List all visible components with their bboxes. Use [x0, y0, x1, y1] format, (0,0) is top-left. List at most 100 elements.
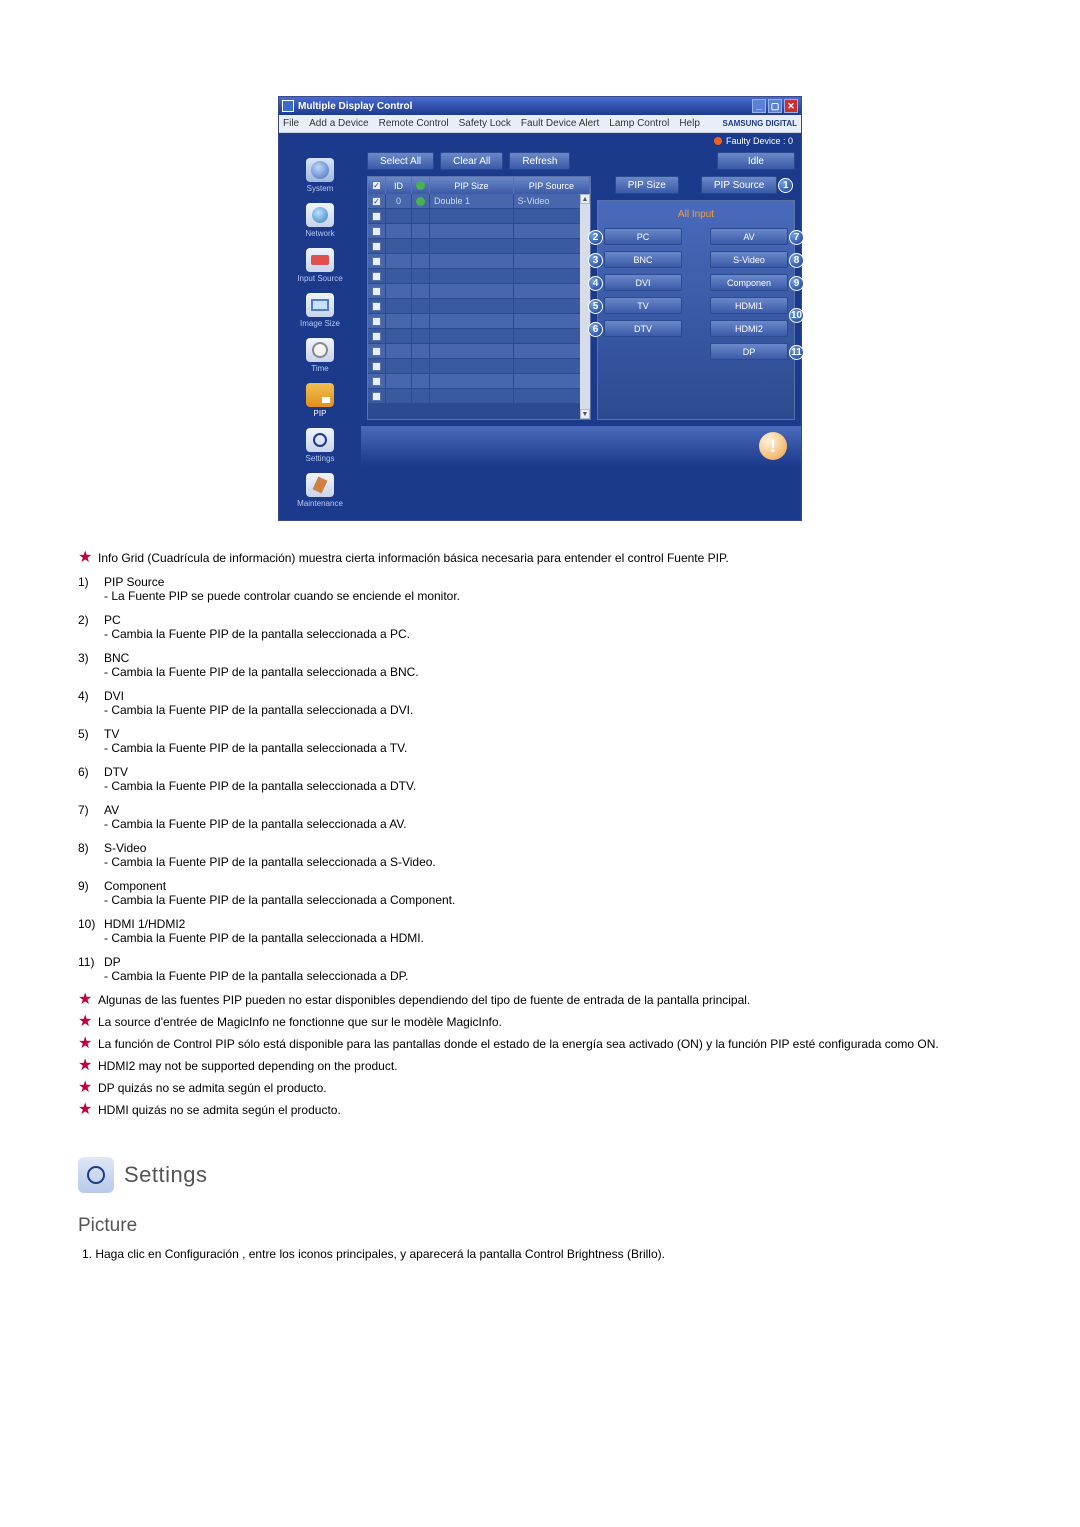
- sidebar-item-system[interactable]: System: [279, 154, 361, 199]
- menu-safety-lock[interactable]: Safety Lock: [459, 118, 511, 129]
- clock-icon: [306, 338, 334, 362]
- table-row[interactable]: [368, 329, 590, 344]
- table-row[interactable]: [368, 359, 590, 374]
- callout-6: 6: [588, 322, 603, 337]
- footer-band: !: [361, 426, 801, 466]
- sidebar-item-maintenance[interactable]: Maintenance: [279, 469, 361, 514]
- header-pip-size[interactable]: PIP Size: [430, 177, 514, 194]
- sidebar-item-input-source[interactable]: Input Source: [279, 244, 361, 289]
- maximize-button[interactable]: ▢: [768, 99, 782, 113]
- row-checkbox[interactable]: ✓: [372, 197, 381, 206]
- row-checkbox[interactable]: [372, 242, 381, 251]
- tab-pip-size[interactable]: PIP Size: [615, 176, 679, 194]
- tab-pip-source[interactable]: PIP Source 1: [701, 176, 777, 194]
- menu-remote-control[interactable]: Remote Control: [379, 118, 449, 129]
- bnc-button[interactable]: 3 BNC: [604, 251, 682, 268]
- svideo-button[interactable]: S-Video 8: [710, 251, 788, 268]
- list-item: 1)PIP Source- La Fuente PIP se puede con…: [78, 575, 1002, 603]
- row-checkbox[interactable]: [372, 227, 381, 236]
- menu-lamp-control[interactable]: Lamp Control: [609, 118, 669, 129]
- header-id[interactable]: ID: [386, 177, 412, 194]
- row-checkbox[interactable]: [372, 287, 381, 296]
- row-checkbox[interactable]: [372, 347, 381, 356]
- scroll-down-icon[interactable]: ▼: [580, 409, 590, 419]
- close-button[interactable]: ✕: [784, 99, 798, 113]
- settings-icon: [306, 428, 334, 452]
- table-row[interactable]: [368, 314, 590, 329]
- list-item: 10)HDMI 1/HDMI2- Cambia la Fuente PIP de…: [78, 917, 1002, 945]
- refresh-button[interactable]: Refresh: [509, 152, 570, 170]
- sidebar-item-label: Network: [305, 229, 334, 238]
- section-heading: Settings: [78, 1157, 1002, 1193]
- table-row[interactable]: [368, 269, 590, 284]
- list-item: 9)Component- Cambia la Fuente PIP de la …: [78, 879, 1002, 907]
- idle-button[interactable]: Idle: [717, 152, 795, 170]
- main-area: Select All Clear All Refresh Idle ✓ ID P…: [361, 148, 801, 520]
- dp-button[interactable]: DP 11: [710, 343, 788, 360]
- intro-note: ★ Info Grid (Cuadrícula de información) …: [78, 551, 1002, 565]
- header-checkbox[interactable]: ✓: [368, 177, 386, 194]
- dvi-button[interactable]: 4 DVI: [604, 274, 682, 291]
- row-checkbox[interactable]: [372, 212, 381, 221]
- table-row[interactable]: [368, 299, 590, 314]
- warning-icon: !: [759, 432, 787, 460]
- row-checkbox[interactable]: [372, 362, 381, 371]
- list-item: 7)AV- Cambia la Fuente PIP de la pantall…: [78, 803, 1002, 831]
- sidebar-item-network[interactable]: Network: [279, 199, 361, 244]
- sidebar-item-label: PIP: [314, 409, 327, 418]
- sidebar-item-settings[interactable]: Settings: [279, 424, 361, 469]
- star-icon: ★: [78, 1059, 98, 1073]
- row-checkbox[interactable]: [372, 332, 381, 341]
- sidebar-item-label: Maintenance: [297, 499, 343, 508]
- av-button[interactable]: AV 7: [710, 228, 788, 245]
- row-checkbox[interactable]: [372, 272, 381, 281]
- pip-icon: [306, 383, 334, 407]
- globe-icon: [306, 158, 334, 182]
- table-row[interactable]: [368, 389, 590, 404]
- callout-1: 1: [778, 178, 793, 193]
- row-checkbox[interactable]: [372, 377, 381, 386]
- menu-help[interactable]: Help: [679, 118, 700, 129]
- header-status[interactable]: [412, 177, 430, 194]
- table-row[interactable]: [368, 284, 590, 299]
- hdmi1-button[interactable]: HDMI1 10: [710, 297, 788, 314]
- hdmi2-button[interactable]: HDMI2: [710, 320, 788, 337]
- row-checkbox[interactable]: [372, 302, 381, 311]
- minimize-button[interactable]: _: [752, 99, 766, 113]
- menu-file[interactable]: File: [283, 118, 299, 129]
- note-item: ★HDMI2 may not be supported depending on…: [78, 1059, 1002, 1073]
- clear-all-button[interactable]: Clear All: [440, 152, 503, 170]
- tv-button[interactable]: 5 TV: [604, 297, 682, 314]
- sidebar-item-image-size[interactable]: Image Size: [279, 289, 361, 334]
- table-row[interactable]: [368, 224, 590, 239]
- list-item: 5)TV- Cambia la Fuente PIP de la pantall…: [78, 727, 1002, 755]
- intro-text: Info Grid (Cuadrícula de información) mu…: [98, 551, 1002, 565]
- section-title: Settings: [124, 1162, 208, 1188]
- faulty-device-count: Faulty Device : 0: [714, 136, 793, 146]
- numbered-list: 1)PIP Source- La Fuente PIP se puede con…: [78, 575, 1002, 983]
- component-button[interactable]: Componen 9: [710, 274, 788, 291]
- table-row[interactable]: [368, 374, 590, 389]
- menu-fault-alert[interactable]: Fault Device Alert: [521, 118, 599, 129]
- dtv-button[interactable]: 6 DTV: [604, 320, 682, 337]
- sidebar-item-label: Image Size: [300, 319, 340, 328]
- table-row[interactable]: [368, 239, 590, 254]
- menu-add-device[interactable]: Add a Device: [309, 118, 368, 129]
- row-checkbox[interactable]: [372, 392, 381, 401]
- sidebar-item-time[interactable]: Time: [279, 334, 361, 379]
- callout-2: 2: [588, 230, 603, 245]
- row-checkbox[interactable]: [372, 257, 381, 266]
- sidebar-item-label: System: [307, 184, 334, 193]
- sidebar-item-label: Input Source: [297, 274, 342, 283]
- table-row[interactable]: [368, 209, 590, 224]
- header-pip-source[interactable]: PIP Source: [514, 177, 590, 194]
- scroll-up-icon[interactable]: ▲: [580, 194, 590, 204]
- table-row[interactable]: ✓ 0 Double 1 S-Video: [368, 194, 590, 209]
- select-all-button[interactable]: Select All: [367, 152, 434, 170]
- sidebar-item-pip[interactable]: PIP: [279, 379, 361, 424]
- row-checkbox[interactable]: [372, 317, 381, 326]
- pc-button[interactable]: 2 PC: [604, 228, 682, 245]
- table-row[interactable]: [368, 254, 590, 269]
- titlebar[interactable]: Multiple Display Control _ ▢ ✕: [279, 97, 801, 115]
- table-row[interactable]: [368, 344, 590, 359]
